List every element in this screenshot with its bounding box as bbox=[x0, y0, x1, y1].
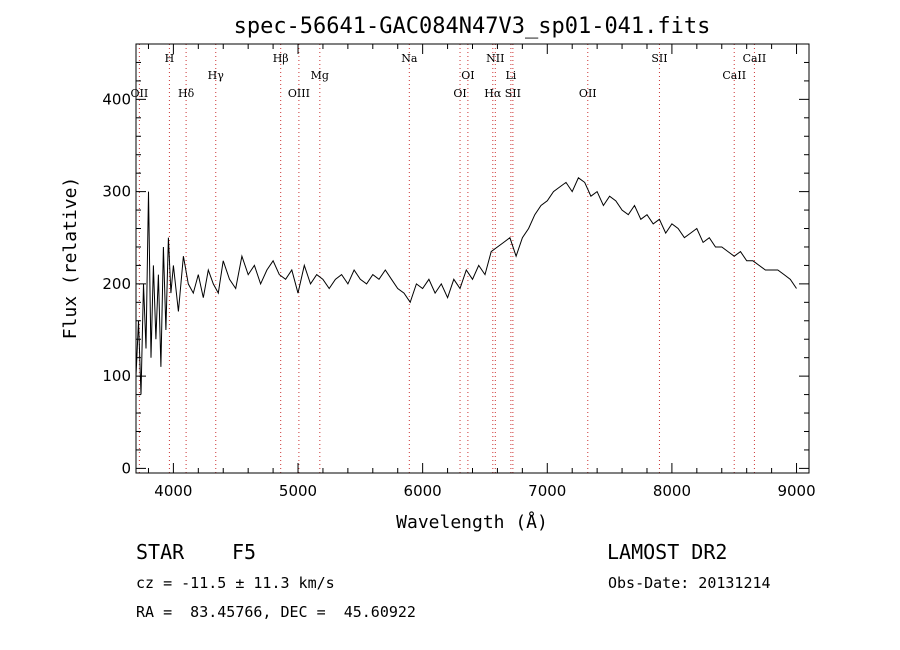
y-tick-label: 400 bbox=[102, 90, 131, 108]
spectral-line-markers bbox=[138, 44, 755, 473]
spectral-line-label: H bbox=[165, 52, 175, 65]
redshift-velocity: cz = -11.5 ± 11.3 km/s bbox=[136, 574, 335, 592]
spectral-line-label: Hβ bbox=[273, 52, 289, 65]
chart-title: spec-56641-GAC084N47V3_sp01-041.fits bbox=[234, 14, 711, 39]
x-tick-label: 4000 bbox=[154, 482, 192, 500]
spectral-line-label: OII bbox=[131, 87, 149, 100]
x-axis-label: Wavelength (Å) bbox=[396, 511, 548, 533]
spectral-line-label: CaII bbox=[722, 69, 746, 82]
x-tick-label: 7000 bbox=[528, 482, 566, 500]
spectral-line-label: OI bbox=[453, 87, 466, 100]
spectral-line-label: NII bbox=[486, 52, 504, 65]
spectral-line-label: OIII bbox=[288, 87, 310, 100]
spectrum-chart: spec-56641-GAC084N47V3_sp01-041.fits Flu… bbox=[60, 14, 816, 533]
spectral-line-label: Na bbox=[401, 52, 418, 65]
spectrum-line bbox=[135, 177, 797, 395]
y-tick-label: 300 bbox=[102, 183, 131, 201]
spectral-line-label: Li bbox=[505, 69, 516, 82]
x-tick-label: 8000 bbox=[653, 482, 691, 500]
spectral-line-label: CaII bbox=[743, 52, 767, 65]
spectral-line-label: OII bbox=[579, 87, 597, 100]
axis-ticks: 4000 5000 6000 7000 8000 9000 0 100 200 300 400 bbox=[102, 44, 816, 500]
x-tick-label: 5000 bbox=[279, 482, 317, 500]
spectral-line-label: Hγ bbox=[208, 69, 225, 82]
spectral-line-label: SII bbox=[505, 87, 521, 100]
spectral-line-label: OI bbox=[461, 69, 474, 82]
survey-name: LAMOST DR2 bbox=[607, 540, 728, 564]
object-subclass: F5 bbox=[232, 540, 257, 564]
spectrum-series bbox=[135, 177, 797, 395]
spectral-line-label: Mg bbox=[311, 69, 329, 82]
y-tick-label: 100 bbox=[102, 367, 131, 385]
x-tick-label: 9000 bbox=[777, 482, 815, 500]
coordinates: RA = 83.45766, DEC = 45.60922 bbox=[136, 603, 416, 621]
plot-frame bbox=[135, 43, 810, 474]
x-tick-label: 6000 bbox=[404, 482, 442, 500]
spectral-line-label: SII bbox=[651, 52, 667, 65]
y-tick-label: 0 bbox=[121, 459, 131, 477]
y-tick-label: 200 bbox=[102, 275, 131, 293]
object-class: STAR bbox=[136, 540, 185, 564]
observation-date: Obs-Date: 20131214 bbox=[608, 574, 771, 592]
spectral-line-label: Hδ bbox=[178, 87, 195, 100]
spectral-line-label: Hα bbox=[484, 87, 502, 100]
y-axis-label: Flux (relative) bbox=[60, 177, 81, 340]
